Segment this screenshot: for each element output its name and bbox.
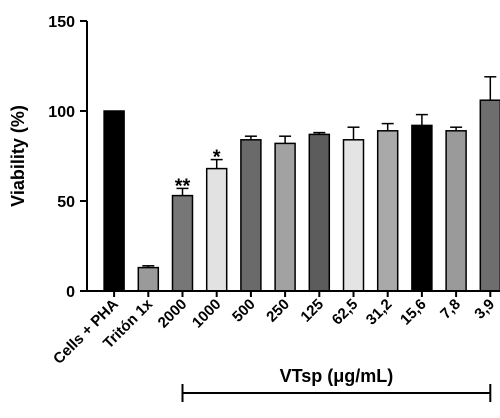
category-label-11: 3,9 [471, 296, 498, 323]
category-label-3: 1000 [189, 296, 225, 332]
category-label-5: 250 [263, 296, 293, 326]
significance-group: *** [175, 147, 221, 198]
bar-9 [411, 124, 433, 292]
y-tick-label-0: 0 [66, 284, 75, 301]
bar-11 [479, 99, 500, 292]
vtsp-bracket: VTsp (μg/mL) [181, 366, 492, 402]
bar-7 [342, 139, 365, 292]
y-tick-label-100: 100 [48, 104, 75, 121]
category-label-8: 31,2 [363, 296, 396, 329]
bar-3 [205, 167, 228, 292]
category-label-2: 2000 [155, 296, 191, 332]
bar-4 [240, 139, 262, 292]
significance-2: ** [175, 175, 191, 197]
bar-2 [171, 194, 194, 292]
category-label-7: 62,5 [329, 296, 362, 329]
bar-10 [445, 130, 467, 292]
y-axis-title: Viability (%) [8, 105, 28, 207]
category-label-4: 500 [229, 296, 259, 326]
y-tick-label-150: 150 [48, 14, 75, 31]
bars-group [103, 99, 500, 292]
bar-0 [103, 110, 125, 292]
bracket-label: VTsp (μg/mL) [280, 366, 394, 386]
bar-5 [274, 142, 296, 292]
error-bars-group [142, 76, 497, 268]
y-tick-label-50: 50 [57, 194, 75, 211]
category-label-6: 125 [297, 296, 327, 326]
bar-6 [308, 133, 331, 292]
significance-3: * [213, 147, 221, 169]
category-label-10: 7,8 [437, 296, 464, 323]
category-label-9: 15,6 [397, 296, 430, 329]
y-axis: 0 50 100 150 [48, 14, 88, 301]
bar-1 [137, 266, 160, 292]
bar-8 [376, 130, 399, 292]
